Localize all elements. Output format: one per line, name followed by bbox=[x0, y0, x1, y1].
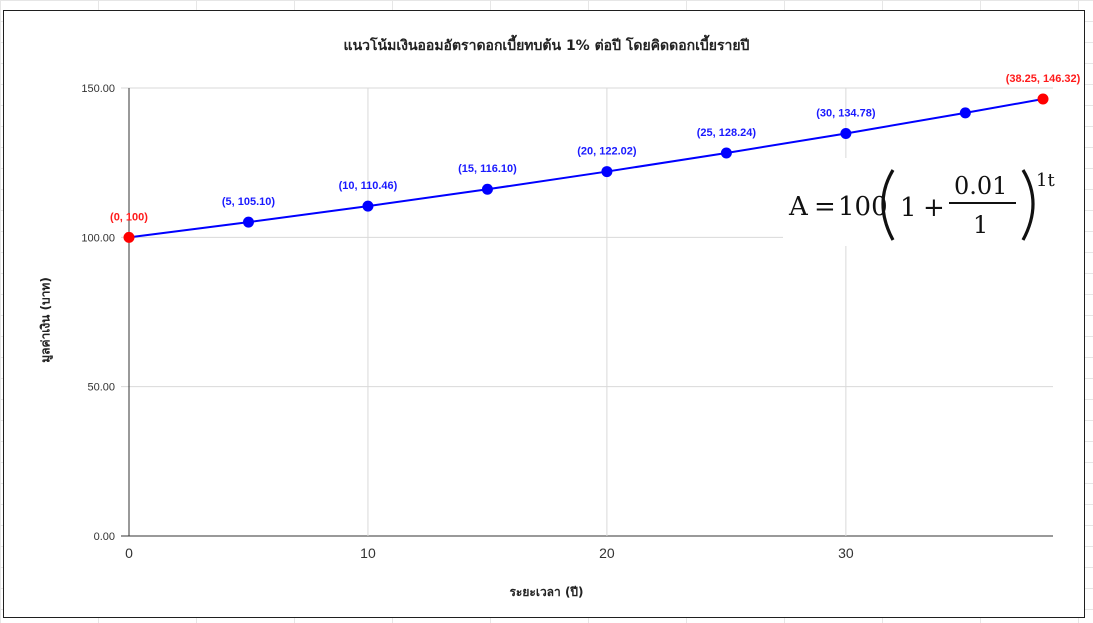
formula-exponent: 1t bbox=[1036, 170, 1055, 191]
y-tick-label: 150.00 bbox=[81, 83, 115, 95]
data-label: (30, 134.78) bbox=[816, 107, 876, 119]
data-label: (5, 105.10) bbox=[222, 196, 276, 208]
formula-one: 1 bbox=[900, 193, 917, 223]
y-tick-label: 0.00 bbox=[94, 531, 115, 543]
formula-right-paren bbox=[1021, 169, 1035, 241]
data-label: (15, 116.10) bbox=[458, 163, 517, 175]
data-label: (0, 100) bbox=[110, 211, 148, 223]
formula-numerator: 0.01 bbox=[954, 172, 1007, 200]
chart-container[interactable] bbox=[3, 10, 1085, 618]
data-points bbox=[123, 93, 1049, 243]
data-label: (25, 128.24) bbox=[697, 127, 757, 139]
formula-left-paren bbox=[881, 169, 895, 241]
formula-a: A bbox=[788, 192, 809, 222]
formula-principal: 100 bbox=[838, 192, 888, 222]
formula-equals: = bbox=[814, 192, 836, 222]
x-tick-label: 0 bbox=[125, 545, 133, 561]
data-label: (38.25, 146.32) bbox=[1006, 73, 1081, 85]
data-point bbox=[242, 216, 254, 228]
data-point bbox=[840, 127, 852, 139]
formula-plus: + bbox=[923, 193, 945, 223]
chart-title: แนวโน้มเงินออมอัตราดอกเบี้ยทบต้น 1% ต่อป… bbox=[343, 38, 750, 54]
compound-interest-formula: A = 100 1 + 0.01 1 1t bbox=[783, 158, 1073, 246]
x-tick-label: 30 bbox=[838, 545, 854, 561]
data-point bbox=[720, 147, 732, 159]
data-point bbox=[123, 231, 135, 243]
x-tick-label: 10 bbox=[360, 545, 376, 561]
axis-ticks: 0.00 50.00 100.00 150.00 0 10 20 30 bbox=[81, 83, 854, 561]
data-point bbox=[601, 166, 613, 178]
data-point bbox=[362, 200, 374, 212]
data-label: (20, 122.02) bbox=[577, 146, 637, 158]
data-point bbox=[481, 183, 493, 195]
data-point bbox=[1037, 93, 1049, 105]
x-axis-title: ระยะเวลา (ปี) bbox=[509, 585, 584, 599]
x-tick-label: 20 bbox=[599, 545, 615, 561]
data-point bbox=[959, 107, 971, 119]
formula-denominator: 1 bbox=[973, 211, 988, 239]
data-labels: (0, 100) (5, 105.10) (10, 110.46) (15, 116.… bbox=[110, 73, 1081, 223]
data-label: (10, 110.46) bbox=[339, 180, 398, 192]
y-tick-label: 100.00 bbox=[81, 232, 115, 244]
y-tick-label: 50.00 bbox=[87, 382, 115, 394]
